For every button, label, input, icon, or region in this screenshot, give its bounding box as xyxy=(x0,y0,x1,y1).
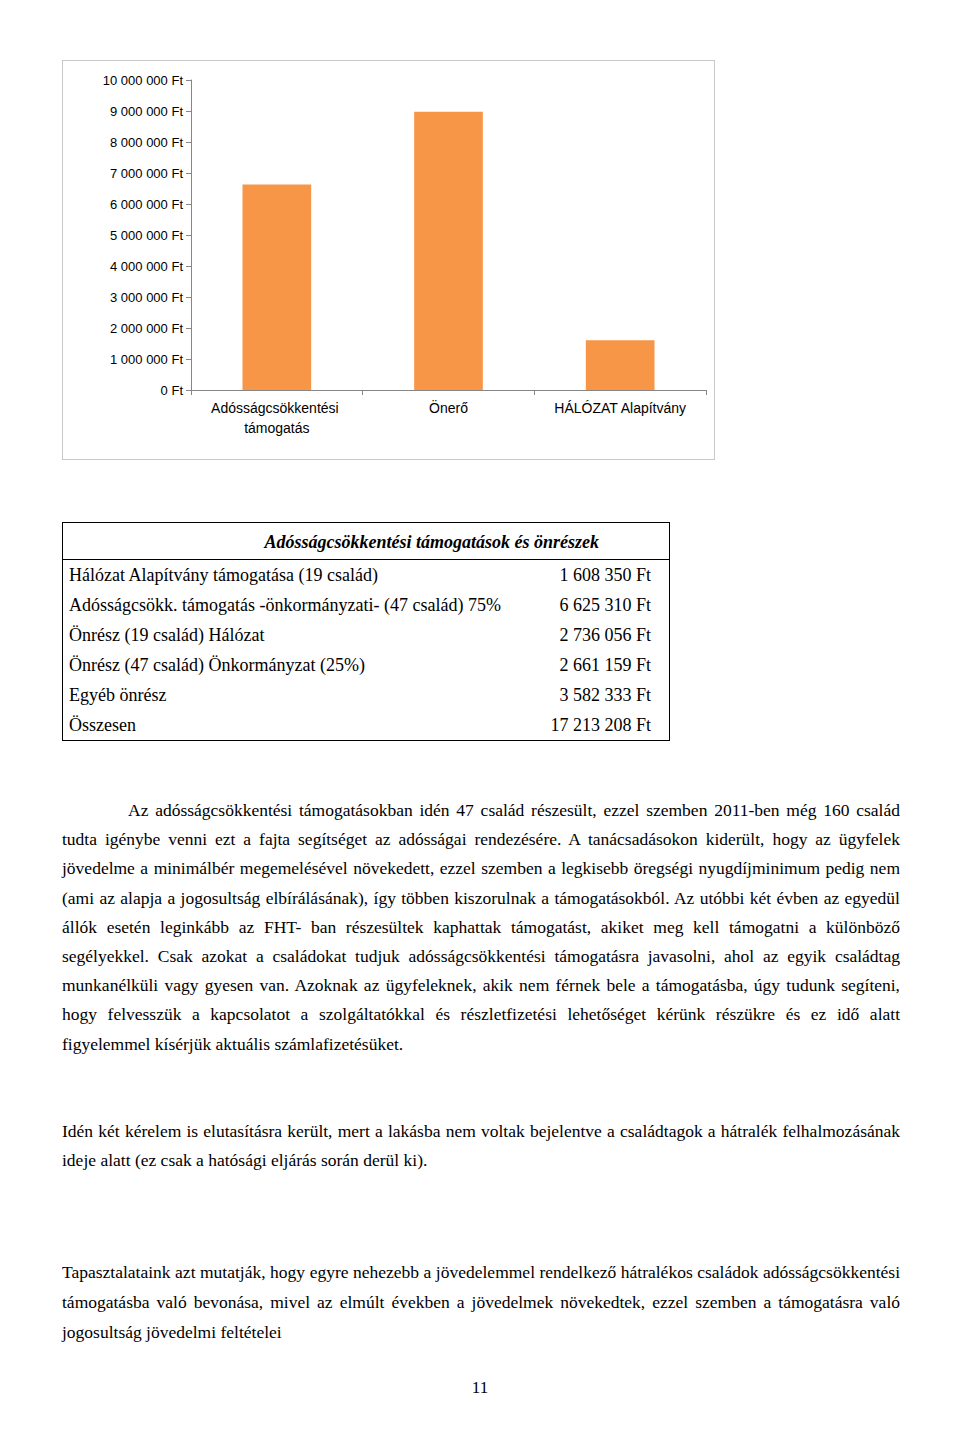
svg-text:4 000 000 Ft: 4 000 000 Ft xyxy=(110,259,183,274)
svg-text:10 000 000 Ft: 10 000 000 Ft xyxy=(103,73,184,88)
html-text:Önrész (47 család) Önkormányza: Önrész (47 család) Önkormányzat (25%) xyxy=(69,655,365,675)
html-text:Önrész (19 család) Hálózat: Önrész (19 család) Hálózat xyxy=(69,625,265,645)
html-text:Idén két kérelem is elutasítás: Idén két kérelem is elutasításra került,… xyxy=(62,1121,900,1171)
html-text:Adósságcsökkentési támogatások: Adósságcsökkentési támogatások és önrész… xyxy=(264,532,599,552)
html-text:17 213 208 Ft: 17 213 208 Ft xyxy=(550,715,651,735)
svg-text:támogatás: támogatás xyxy=(244,420,309,436)
html-text:2 661 159 Ft: 2 661 159 Ft xyxy=(559,655,651,675)
html-text:Az adósságcsökkentési támogatá: Az adósságcsökkentési támogatásokban idé… xyxy=(62,800,900,1054)
html-text:Egyéb önrész: Egyéb önrész xyxy=(69,685,167,705)
html-text:Hálózat Alapítvány támogatása: Hálózat Alapítvány támogatása (19 család… xyxy=(69,565,378,585)
html-text:11: 11 xyxy=(471,1378,489,1397)
html-text:Adósságcsökk. támogatás -önkor: Adósságcsökk. támogatás -önkormányzati- … xyxy=(69,595,501,615)
svg-text:Önerő: Önerő xyxy=(429,399,468,416)
html-text:Tapasztalataink azt mutatják,: Tapasztalataink azt mutatják, hogy egyre… xyxy=(62,1262,900,1342)
html-text:6 625 310 Ft: 6 625 310 Ft xyxy=(559,595,651,615)
svg-text:5 000 000 Ft: 5 000 000 Ft xyxy=(110,228,183,243)
svg-text:8 000 000 Ft: 8 000 000 Ft xyxy=(110,135,183,150)
svg-text:0 Ft: 0 Ft xyxy=(161,383,184,398)
svg-text:9 000 000 Ft: 9 000 000 Ft xyxy=(110,104,183,119)
svg-text:HÁLÓZAT Alapítvány: HÁLÓZAT Alapítvány xyxy=(554,400,686,416)
svg-text:6 000 000 Ft: 6 000 000 Ft xyxy=(110,197,183,212)
svg-text:3 000 000 Ft: 3 000 000 Ft xyxy=(110,290,183,305)
html-text:2 736 056 Ft: 2 736 056 Ft xyxy=(559,625,651,645)
html-text:3 582 333 Ft: 3 582 333 Ft xyxy=(559,685,651,705)
svg-text:2 000 000 Ft: 2 000 000 Ft xyxy=(110,321,183,336)
svg-text:Adósságcsökkentési: Adósságcsökkentési xyxy=(211,400,343,416)
html-text:Összesen: Összesen xyxy=(69,715,136,735)
html-text:1 608 350 Ft: 1 608 350 Ft xyxy=(559,565,651,585)
svg-text:1 000 000 Ft: 1 000 000 Ft xyxy=(110,352,183,367)
svg-text:7 000 000 Ft: 7 000 000 Ft xyxy=(110,166,183,181)
